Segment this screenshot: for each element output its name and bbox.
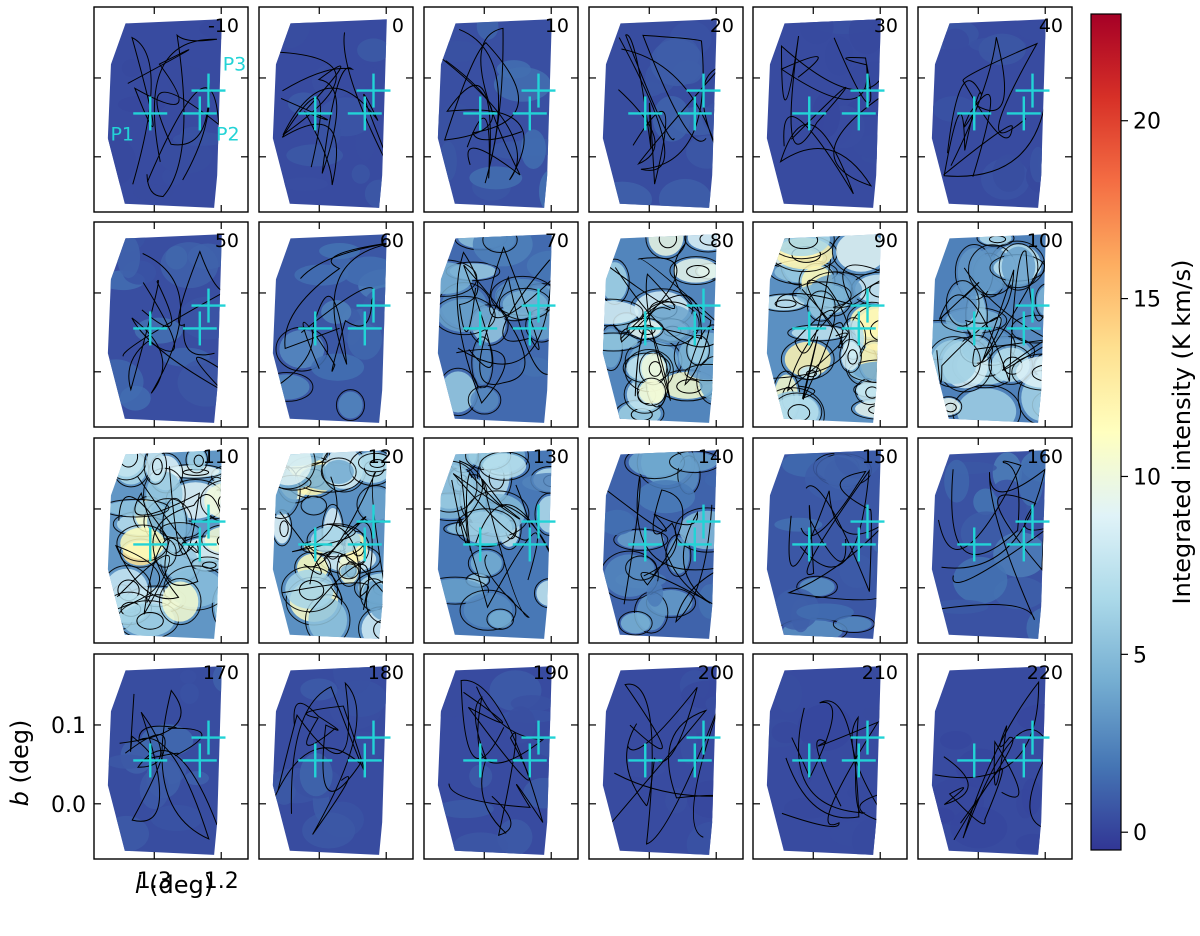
- velocity-label: 0: [392, 15, 404, 37]
- channel-panel: 20: [588, 6, 744, 213]
- intensity-map: [931, 234, 1046, 423]
- panel-frame: [423, 6, 579, 213]
- channel-panel: 80: [588, 221, 744, 428]
- channel-panel: 60: [258, 221, 414, 428]
- velocity-label: 60: [380, 230, 404, 252]
- velocity-label: 40: [1039, 15, 1063, 37]
- panel-frame: [752, 6, 908, 213]
- panel-frame: [588, 221, 744, 428]
- velocity-label: 170: [203, 662, 239, 684]
- marker-label-p2: P2: [216, 123, 240, 145]
- channel-panel: 70: [423, 221, 579, 428]
- colorbar-tick-label: 15: [1133, 288, 1161, 313]
- velocity-label: 20: [710, 15, 734, 37]
- colorbar: 0 5 10 15 20 Integrated intensity (K km/s): [1090, 13, 1196, 851]
- x-axis-label: l (deg): [135, 871, 213, 899]
- channel-panels: P1 P2 P3 -10 0 10 20 30 40 50 60 70 80 90 100 110 120 130…: [51, 6, 1073, 894]
- marker-label-p1: P1: [110, 123, 134, 145]
- channel-panel: 10: [423, 6, 579, 213]
- channel-panel: 200: [588, 653, 744, 860]
- panel-frame: [752, 221, 908, 428]
- velocity-label: 30: [874, 15, 898, 37]
- marker-label-p3: P3: [223, 54, 247, 76]
- velocity-label: 200: [698, 662, 734, 684]
- velocity-label: 50: [215, 230, 239, 252]
- panel-frame: [423, 221, 579, 428]
- channel-panel: 160: [917, 437, 1073, 644]
- channel-panel: 190: [423, 653, 579, 860]
- panel-frame: [258, 437, 414, 644]
- channel-panel: 220: [917, 653, 1073, 860]
- panel-frame: [917, 653, 1073, 860]
- panel-frame: [258, 6, 414, 213]
- panel-frame: [258, 653, 414, 860]
- velocity-label: 100: [1027, 230, 1063, 252]
- channel-panel: 120: [258, 437, 414, 644]
- intensity-map: [602, 450, 717, 639]
- velocity-label: 90: [874, 230, 898, 252]
- intensity-map: [931, 450, 1046, 639]
- channel-panel: 110: [93, 437, 249, 644]
- velocity-label: -10: [208, 15, 239, 37]
- colorbar-ticks: 0 5 10 15 20: [1121, 110, 1161, 846]
- panel-frame: [588, 653, 744, 860]
- colorbar-tick-label: 5: [1133, 643, 1147, 668]
- colorbar-tick-label: 10: [1133, 465, 1161, 490]
- velocity-label: 150: [862, 446, 898, 468]
- panel-frame: [93, 6, 249, 213]
- channel-panel: 150: [752, 437, 908, 644]
- panel-frame: [752, 437, 908, 644]
- colorbar-tick-label: 0: [1133, 821, 1147, 846]
- colorbar-tick-label: 20: [1133, 110, 1161, 135]
- channel-panel: 180: [258, 653, 414, 860]
- velocity-label: 70: [545, 230, 569, 252]
- velocity-label: 160: [1027, 446, 1063, 468]
- x-tick-label: 1.2: [204, 869, 239, 894]
- panel-frame: [423, 437, 579, 644]
- velocity-label: 180: [368, 662, 404, 684]
- y-tick-label: 0.0: [51, 793, 86, 818]
- axis-labels: l (deg) b (deg): [6, 720, 213, 899]
- panel-frame: [93, 221, 249, 428]
- velocity-label: 10: [545, 15, 569, 37]
- channel-panel: 210: [752, 653, 908, 860]
- channel-panel: P1 P2 P3 -10: [93, 6, 249, 213]
- channel-panel: 50: [93, 221, 249, 428]
- velocity-label: 210: [862, 662, 898, 684]
- velocity-label: 120: [368, 446, 404, 468]
- velocity-label: 140: [698, 446, 734, 468]
- colorbar-bar: [1090, 13, 1122, 851]
- intensity-map: [437, 666, 552, 855]
- velocity-label: 220: [1027, 662, 1063, 684]
- panel-frame: [917, 6, 1073, 213]
- panel-frame: [752, 653, 908, 860]
- panel-frame: [423, 653, 579, 860]
- panel-frame: [258, 221, 414, 428]
- colorbar-label: Integrated intensity (K km/s): [1168, 260, 1196, 605]
- channel-panel: 170 1.3 1.2 0.1 0.0: [51, 653, 249, 894]
- channel-panel: 130: [423, 437, 579, 644]
- panel-frame: [917, 437, 1073, 644]
- intensity-map: [602, 19, 717, 208]
- velocity-label: 80: [710, 230, 734, 252]
- channel-panel: 30: [752, 6, 908, 213]
- velocity-label: 110: [203, 446, 239, 468]
- intensity-map: [437, 234, 552, 423]
- y-tick-label: 0.1: [51, 714, 86, 739]
- panel-frame: [588, 6, 744, 213]
- velocity-label: 190: [533, 662, 569, 684]
- channel-panel: 0: [258, 6, 414, 213]
- panel-frame: [93, 653, 249, 860]
- channel-panel: 140: [588, 437, 744, 644]
- panel-frame: [917, 221, 1073, 428]
- panel-frame: [93, 437, 249, 644]
- channel-panel: 100: [917, 221, 1073, 428]
- y-axis-label: b (deg): [6, 720, 34, 807]
- channel-panel: 40: [917, 6, 1073, 213]
- channel-panel: 90: [752, 221, 908, 428]
- panel-frame: [588, 437, 744, 644]
- velocity-label: 130: [533, 446, 569, 468]
- x-tick-label: 1.3: [137, 869, 172, 894]
